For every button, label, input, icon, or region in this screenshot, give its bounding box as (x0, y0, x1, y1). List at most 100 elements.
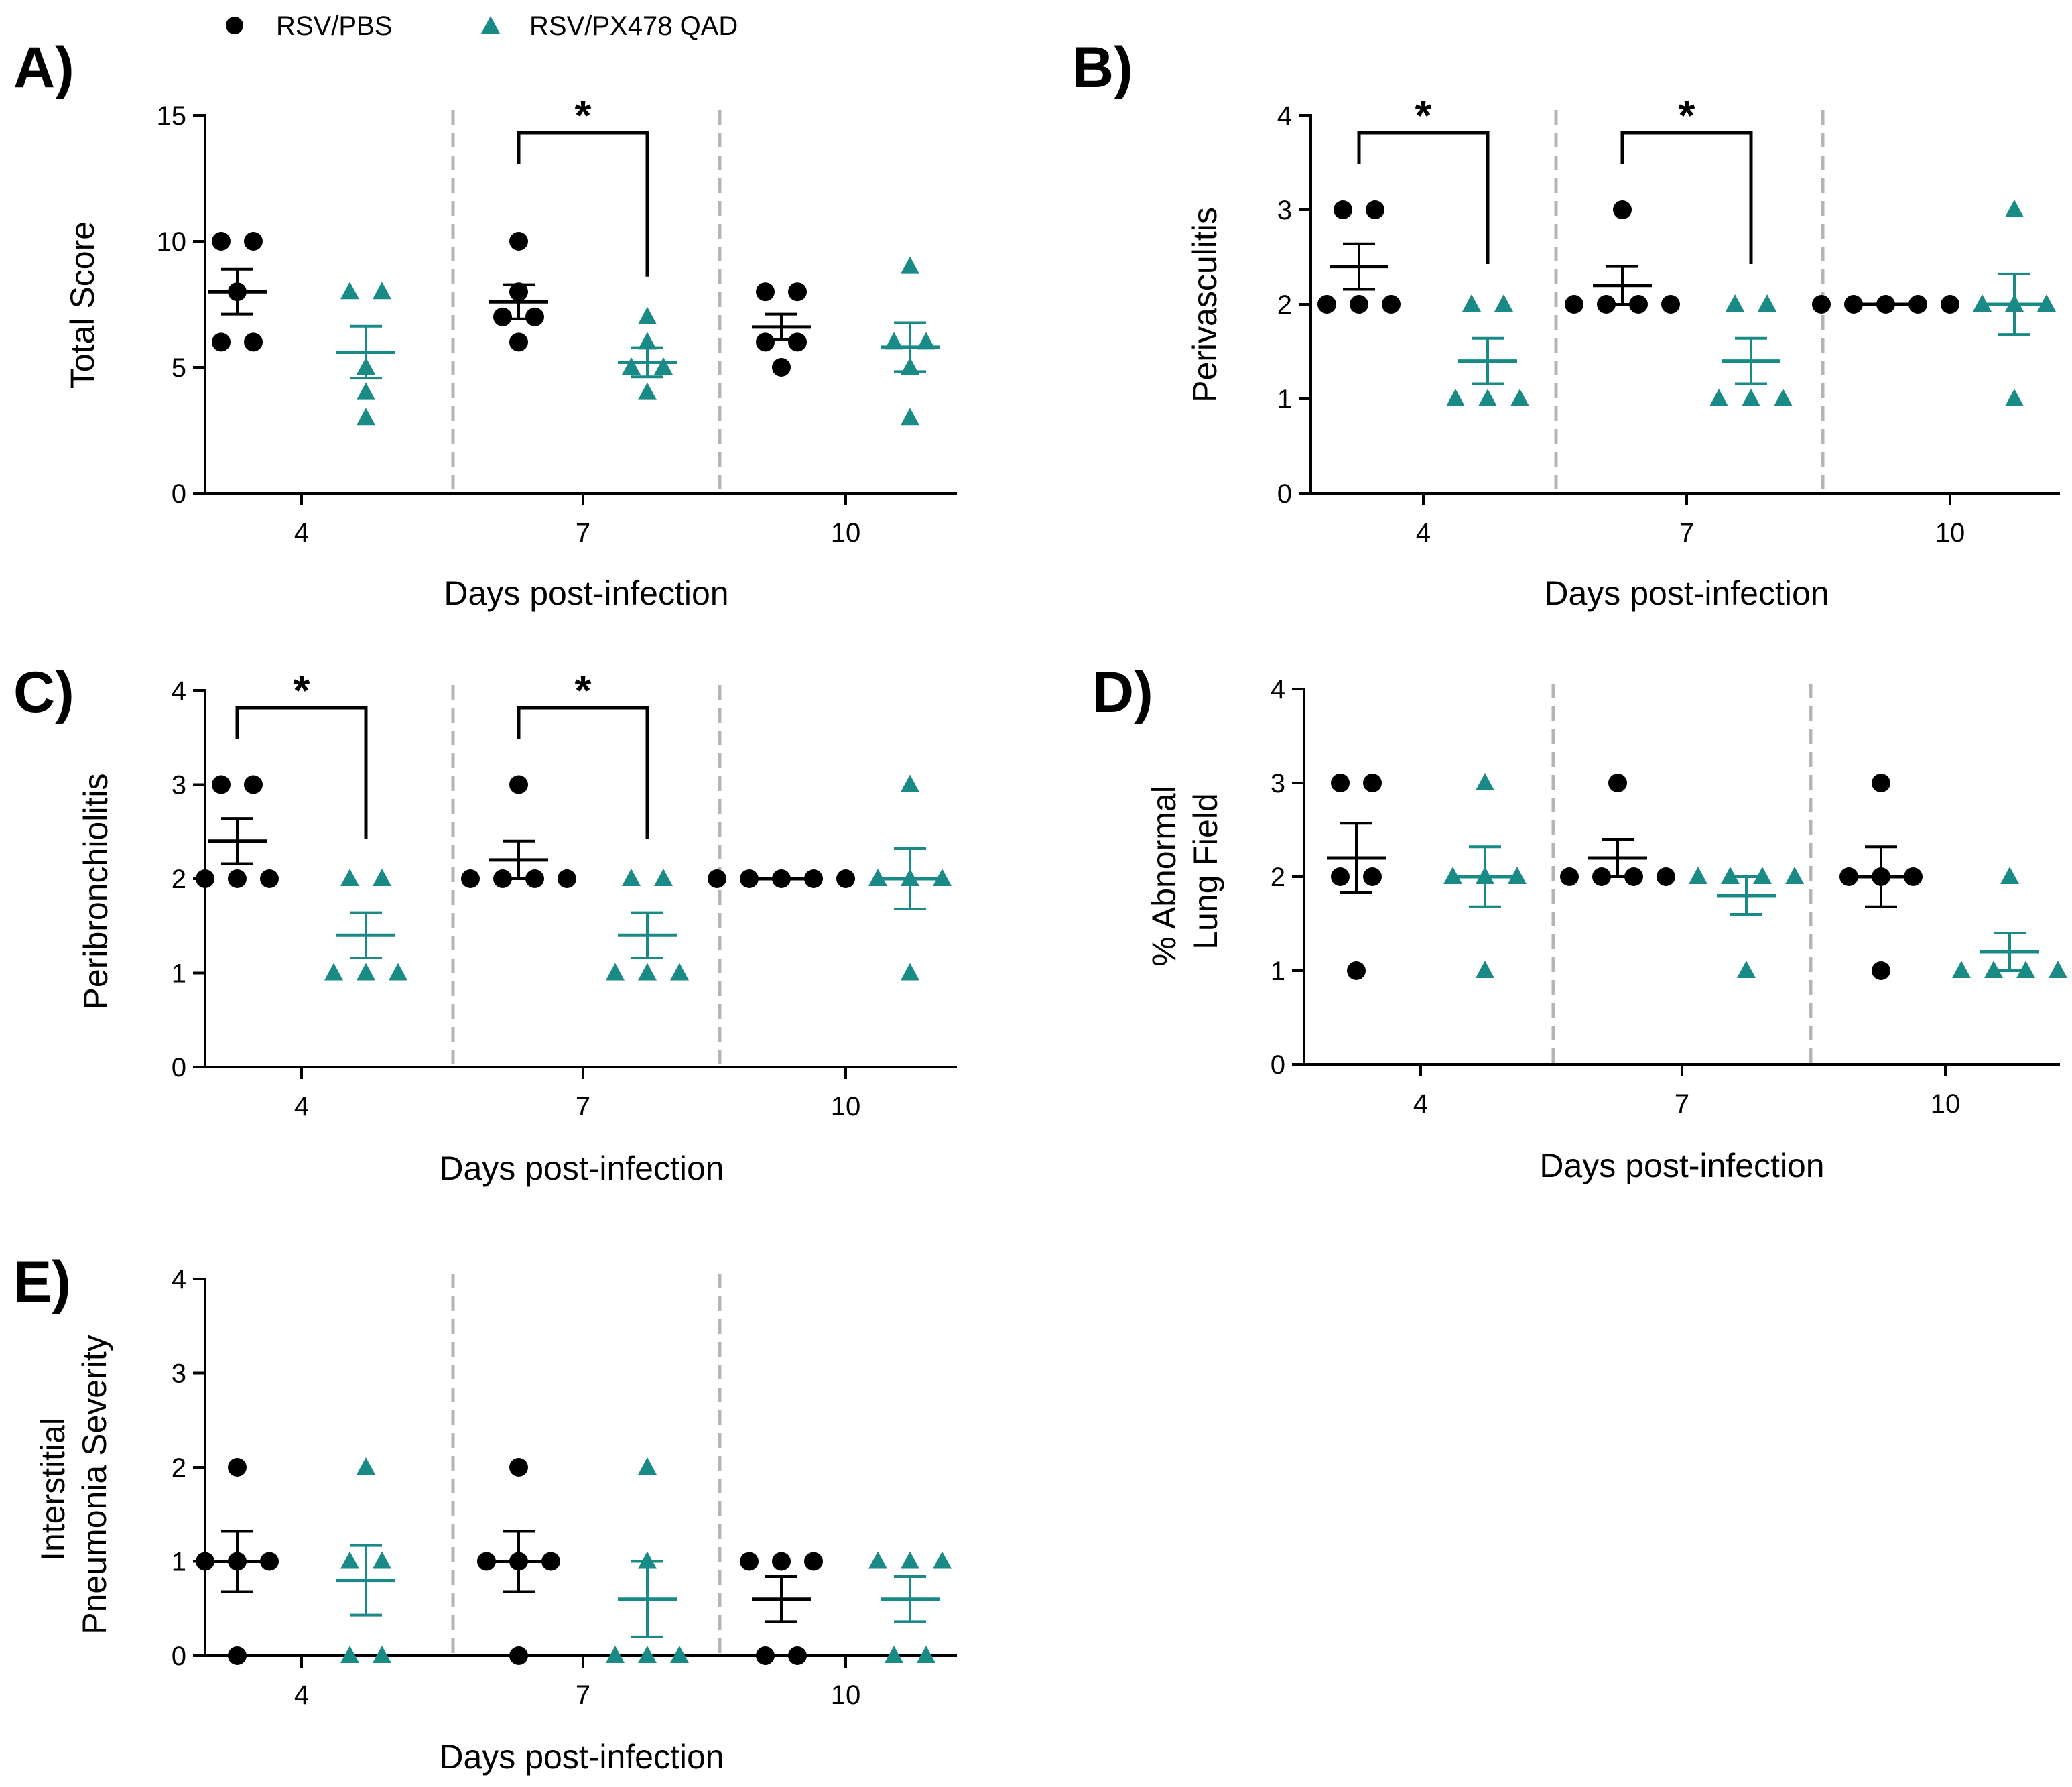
panel-e-pbs-point-day10-0 (756, 1646, 775, 1665)
panel-e-px478-point-day10-0 (885, 1646, 903, 1663)
panel-a-pbs-point-day10-2 (788, 332, 807, 352)
panel-b-y-tick-label-3: 3 (1277, 196, 1292, 225)
panel-b-px478-point-day4-0 (1446, 389, 1465, 406)
panel-e-pbs-point-day10-1 (788, 1646, 807, 1665)
panel-b-px478-point-day7-0 (1709, 389, 1728, 406)
panel-d-pbs-point-day4-4 (1363, 774, 1382, 792)
panel-a-y-tick-label-2: 10 (157, 227, 187, 257)
panel-a-ylabel-line-1: Total Score (64, 221, 101, 389)
panel-d-px478-point-day4-1 (1443, 867, 1462, 884)
legend-label-rsv-px478: RSV/PX478 QAD (529, 11, 738, 41)
panel-b-pbs-point-day7-4 (1613, 200, 1632, 219)
panel-b-label: B) (1072, 36, 1133, 100)
legend-marker-rsv-pbs (226, 17, 243, 34)
panel-d-pbs-point-day4-2 (1363, 867, 1382, 886)
panel-b-px478-point-day7-2 (1774, 389, 1793, 406)
panel-c-px478-point-day7-3 (622, 869, 641, 886)
panel-e: E) Interstitial Pneumonia Severity Days … (13, 1250, 957, 1776)
panel-b-x-tick-label-1: 7 (1679, 518, 1694, 548)
panel-c-pbs-point-day7-4 (509, 775, 528, 794)
panel-c-y-tick-label-0: 0 (172, 1053, 186, 1083)
panel-d: D) % Abnormal Lung Field Days post-infec… (1092, 660, 2067, 1184)
panel-a-x-tick-label-2: 10 (831, 518, 861, 548)
panel-a-px478-point-day4-1 (357, 382, 375, 400)
panel-c-px478-point-day4-2 (389, 963, 407, 981)
panel-b-x-tick-label-0: 4 (1416, 518, 1431, 548)
legend-marker-rsv-px478 (481, 16, 500, 34)
panel-e-px478-point-day4-4 (357, 1457, 375, 1475)
panel-a-px478-point-day4-3 (340, 282, 359, 300)
panel-a-px478-point-day7-2 (654, 357, 673, 375)
panel-e-pbs-point-day4-0 (228, 1646, 247, 1665)
panel-a-pbs-point-day7-2 (525, 307, 544, 326)
panel-e-px478-point-day4-2 (340, 1551, 359, 1569)
panel-e-x-tick-label-2: 10 (831, 1680, 861, 1710)
panel-c-px478-point-day7-4 (654, 869, 673, 886)
panel-b-pbs-point-day10-4 (1941, 295, 1959, 314)
panel-c-px478-point-day4-1 (357, 963, 375, 981)
panel-b-pbs-point-day10-1 (1844, 295, 1863, 314)
panel-e-px478-point-day10-2 (868, 1551, 887, 1569)
panel-a-px478-point-day7-1 (622, 357, 641, 375)
panel-c-px478-point-day10-0 (901, 963, 919, 981)
panel-b-pbs-point-day4-1 (1350, 295, 1368, 314)
panel-d-pbs-point-day7-0 (1560, 867, 1579, 886)
panel-e-y-tick-label-1: 1 (172, 1548, 186, 1577)
panel-e-x-tick-label-0: 4 (294, 1680, 309, 1710)
panel-c-px478-point-day4-0 (324, 963, 343, 981)
panel-c-x-tick-label-1: 7 (576, 1092, 590, 1121)
panel-e-pbs-point-day10-4 (804, 1552, 823, 1571)
panel-d-px478-point-day7-1 (1689, 867, 1707, 884)
panel-a-ylabel: Total Score (64, 221, 101, 389)
panel-b-pbs-point-day4-2 (1382, 295, 1401, 314)
panel-c-pbs-point-day4-2 (260, 869, 279, 888)
panel-c-pbs-point-day7-0 (461, 869, 480, 888)
panel-b-pbs-point-day7-0 (1565, 295, 1583, 314)
panel-b-sig-star-1: * (1679, 91, 1695, 139)
panel-a-pbs-point-day10-3 (756, 282, 775, 302)
panel-d-pbs-point-day10-1 (1839, 867, 1858, 886)
panel-b-px478-point-day7-4 (1758, 294, 1776, 312)
panel-d-pbs-point-day7-4 (1608, 774, 1627, 792)
panel-a-pbs-point-day7-0 (509, 332, 528, 352)
panel-a-pbs-point-day10-1 (756, 332, 775, 352)
panel-b-px478-point-day4-3 (1462, 294, 1481, 312)
panel-c-plot-area: 0 1 2 3 4 4 7 10 * * (172, 666, 957, 1121)
panel-e-px478-point-day10-4 (933, 1551, 952, 1569)
panel-b-y-tick-label-1: 1 (1277, 385, 1292, 414)
panel-e-y-tick-label-0: 0 (172, 1642, 186, 1671)
panel-d-x-tick-label-1: 7 (1675, 1089, 1689, 1119)
panel-c-px478-point-day4-4 (373, 869, 391, 886)
panel-d-px478-point-day7-4 (1785, 867, 1804, 884)
panel-a-x-tick-label-1: 7 (576, 518, 590, 548)
panel-e-pbs-point-day7-3 (541, 1552, 560, 1571)
panel-b-pbs-point-day4-3 (1334, 200, 1352, 219)
panel-e-pbs-point-day4-3 (260, 1552, 279, 1571)
panel-c-pbs-point-day4-3 (212, 775, 231, 794)
panel-a-px478-point-day4-4 (373, 282, 391, 300)
panel-a-px478-point-day10-2 (885, 332, 903, 350)
panel-a-px478-point-day7-4 (638, 306, 657, 324)
panel-b-px478-point-day4-4 (1494, 294, 1513, 312)
panel-e-px478-point-day7-0 (606, 1646, 625, 1663)
panel-e-pbs-point-day10-2 (740, 1552, 759, 1571)
panel-c-px478-point-day10-4 (901, 774, 919, 792)
panel-c-x-tick-label-2: 10 (831, 1092, 861, 1121)
panel-a-pbs-point-day7-1 (493, 307, 512, 326)
panel-c-sig-star-0: * (294, 666, 310, 715)
panel-a-pbs-point-day10-0 (772, 358, 791, 377)
panel-b-pbs-point-day4-0 (1317, 295, 1336, 314)
panel-d-y-tick-label-3: 3 (1271, 769, 1285, 798)
panel-e-ylabel-line-1: Interstitial (34, 1418, 72, 1561)
panel-e-y-tick-label-2: 2 (172, 1453, 186, 1483)
panel-d-pbs-point-day10-4 (1872, 774, 1890, 792)
panel-a-sig-bracket-0 (517, 131, 649, 277)
panel-d-y-tick-label-2: 2 (1271, 863, 1285, 892)
panel-e-px478-point-day7-2 (670, 1646, 689, 1663)
panel-a-px478-point-day10-3 (917, 332, 935, 350)
panel-d-px478-point-day10-0 (1952, 961, 1971, 978)
panel-e-px478-point-day10-3 (901, 1551, 919, 1569)
panel-d-px478-point-day10-3 (2049, 961, 2067, 978)
panel-c-ylabel-line-1: Peribronchiolitis (77, 774, 115, 1010)
